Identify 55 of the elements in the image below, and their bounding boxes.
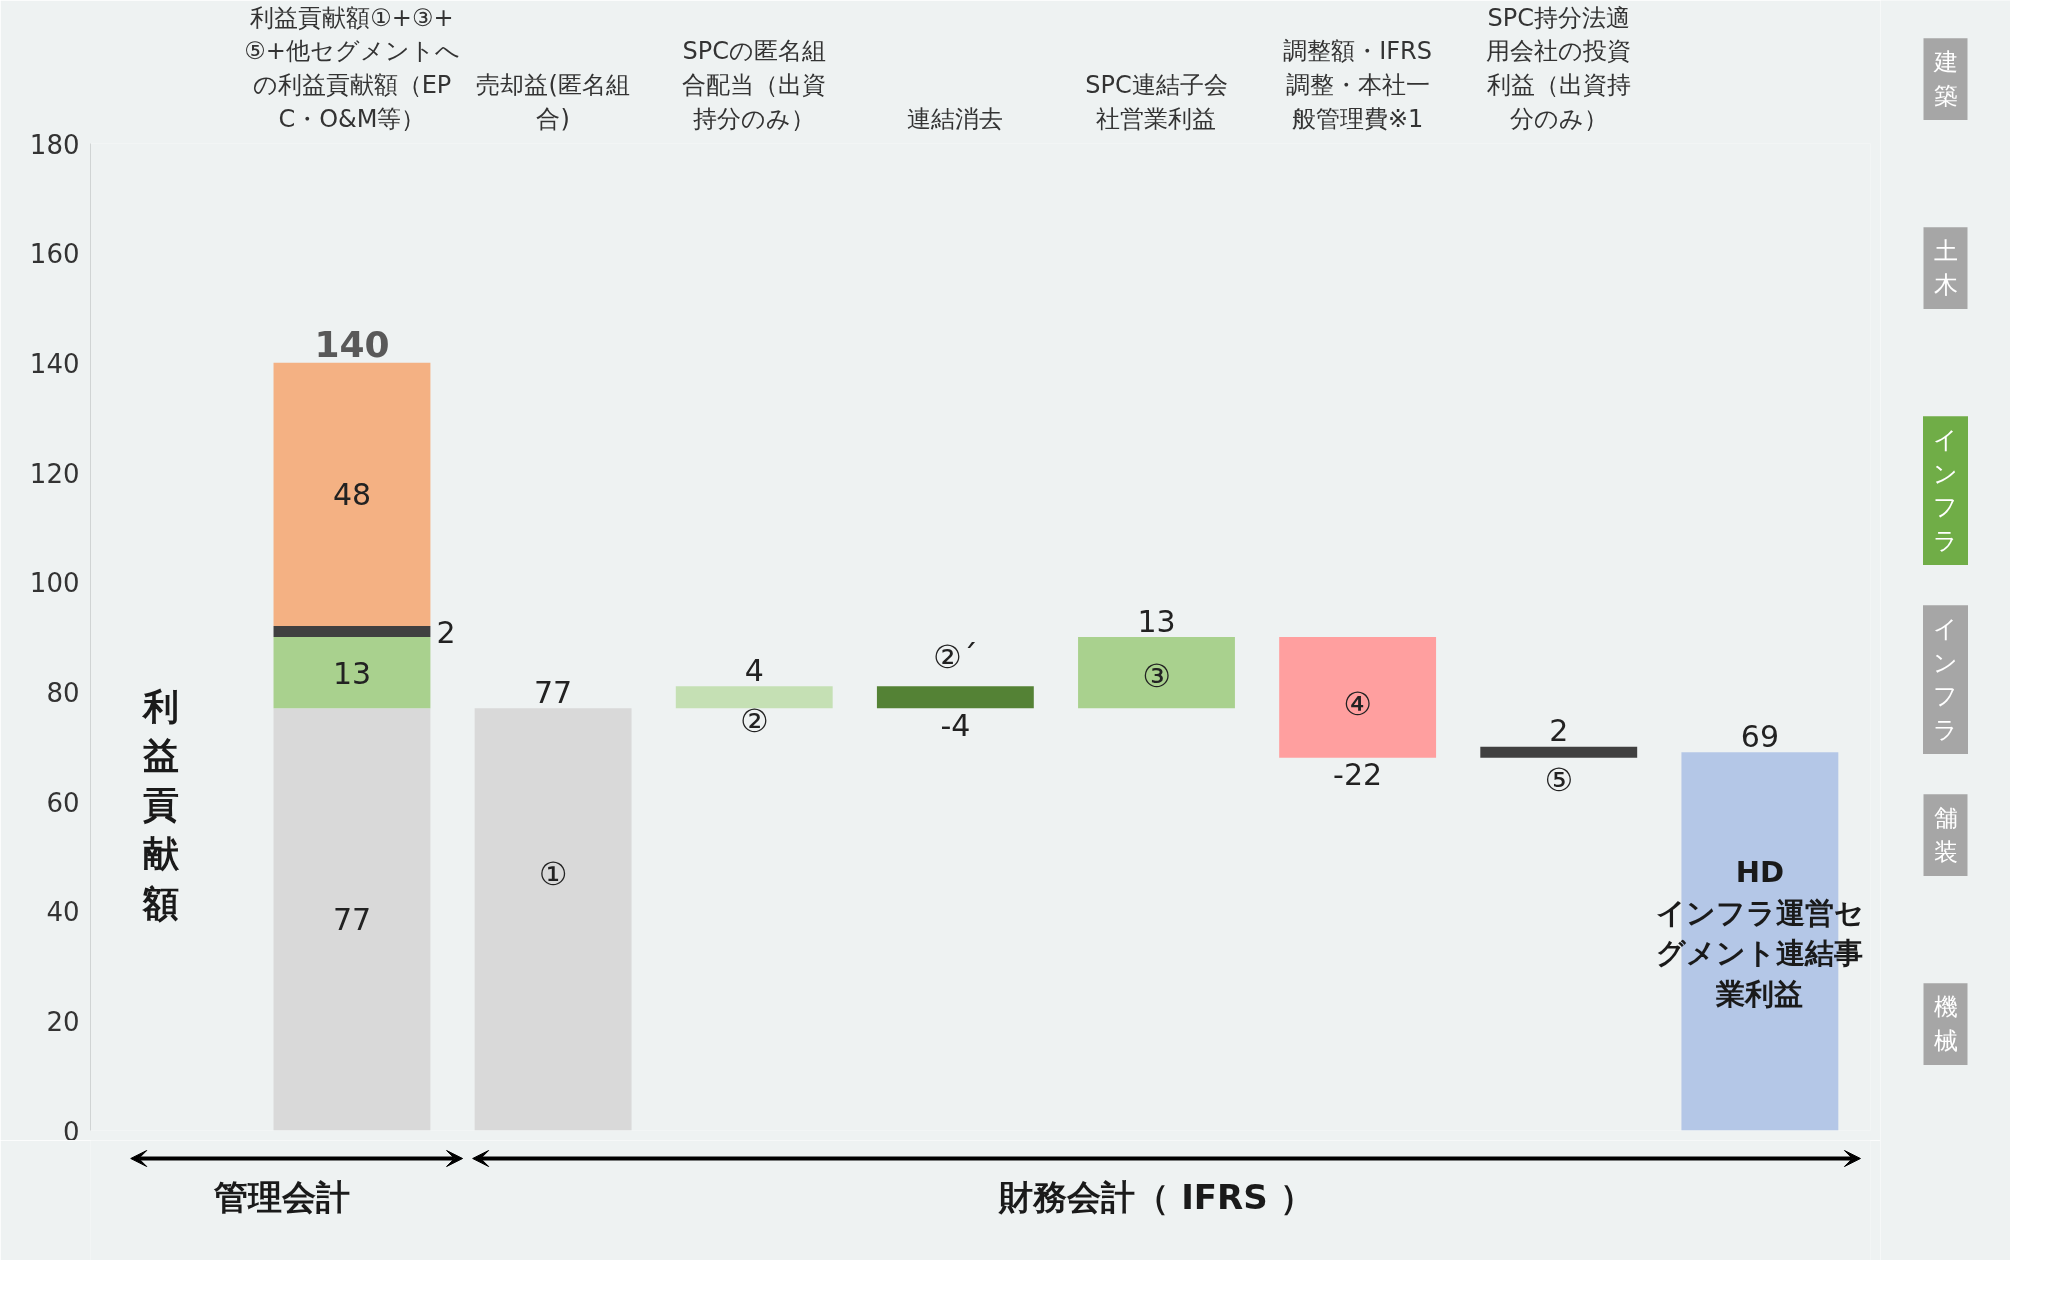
bar <box>474 708 632 1131</box>
text: 舗装 <box>1933 804 1958 866</box>
total-label: 140 <box>314 324 390 366</box>
data-label: 69 <box>1740 718 1779 754</box>
x-tick-label: 売却益(匿名組合) <box>476 70 630 133</box>
bar <box>675 686 833 709</box>
text: 管理会計 <box>212 1176 350 1217</box>
x-tick-label: SPC持分法適用会社の投資利益（出資持分のみ） <box>1486 3 1632 133</box>
x-tick-label: SPC連結子会社営業利益 <box>1085 70 1228 133</box>
y-tick-label: 40 <box>46 897 80 928</box>
data-label: 2 <box>1549 713 1569 749</box>
x-tick-label: 利益貢献額①+③+⑤+他セグメントへの利益貢献額（EPC・O&M等） <box>244 3 460 133</box>
annotation: HD インフラ運営セグメント連結事業利益 <box>1655 854 1864 1012</box>
y-tick-label: 160 <box>29 239 80 270</box>
annotation: ① <box>538 854 568 893</box>
annotation: ②´ <box>933 637 978 676</box>
y-tick-label: 140 <box>29 348 80 379</box>
text: 財務会計（ IFRS ） <box>998 1176 1314 1217</box>
annotation: ⑤ <box>1544 761 1574 800</box>
y-tick-label: 60 <box>46 787 80 818</box>
bar <box>273 362 431 627</box>
annotation: 利益貢献額 <box>140 685 180 924</box>
bar <box>273 626 431 637</box>
bar <box>1078 637 1235 709</box>
data-label: 13 <box>1137 603 1176 639</box>
data-label: -4 <box>940 707 971 743</box>
text: 建築 <box>1932 48 1958 110</box>
y-tick-label: 20 <box>46 1006 80 1037</box>
x-tick-label: 調整額・IFRS調整・本社一般管理費※1 <box>1283 37 1433 133</box>
text: 土木 <box>1933 237 1958 299</box>
data-label: 77 <box>332 902 372 938</box>
bar <box>1480 746 1638 758</box>
data-label: 13 <box>332 655 372 691</box>
data-label: 2 <box>436 614 456 650</box>
data-label: 77 <box>534 674 573 710</box>
x-tick-label: SPCの匿名組合配当（出資持分のみ） <box>682 37 827 133</box>
y-tick-label: 100 <box>29 568 80 599</box>
text: インフラ <box>1933 426 1958 556</box>
text: 機械 <box>1933 993 1958 1055</box>
text: インフラ <box>1933 615 1958 745</box>
y-tick-label: 180 <box>29 129 80 160</box>
bar <box>273 708 431 1131</box>
data-label: 4 <box>744 652 764 688</box>
x-tick-label: 連結消去 <box>907 104 1004 133</box>
y-tick-label: 120 <box>29 458 80 489</box>
data-label: -22 <box>1333 757 1383 793</box>
bar <box>1279 637 1437 758</box>
bar <box>273 637 431 709</box>
bar <box>876 686 1034 709</box>
y-tick-label: 80 <box>46 677 80 708</box>
annotation: ② <box>739 701 769 740</box>
data-label: 48 <box>332 477 372 513</box>
y-tick-label: 0 <box>62 1116 80 1147</box>
annotation: ④ <box>1343 685 1372 724</box>
annotation: ③ <box>1142 657 1171 696</box>
